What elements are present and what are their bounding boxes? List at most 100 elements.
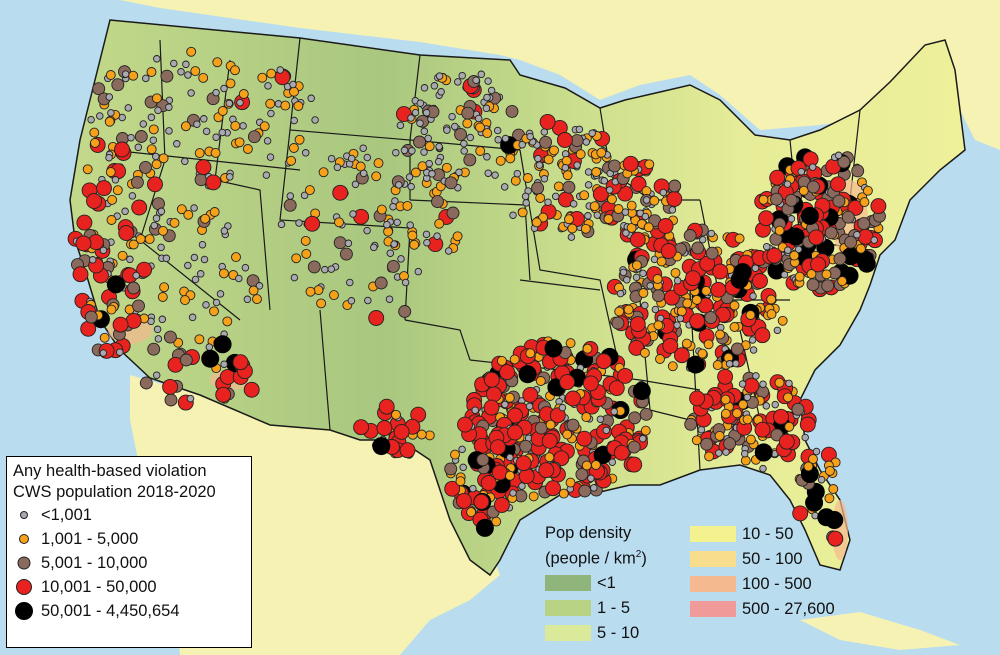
small-gray-dot bbox=[423, 238, 431, 247]
small-gray-dot bbox=[408, 147, 416, 155]
small-gray-dot bbox=[590, 484, 598, 492]
small-gray-dot bbox=[491, 171, 499, 179]
small-gray-dot bbox=[263, 137, 272, 145]
orange-dot bbox=[230, 65, 240, 76]
small-gray-dot-icon bbox=[20, 511, 28, 519]
orange-dot bbox=[371, 171, 382, 182]
brown-dot bbox=[132, 299, 145, 313]
orange-dot bbox=[640, 425, 651, 436]
brown-dot bbox=[683, 229, 697, 242]
red-dot bbox=[332, 184, 349, 201]
small-gray-dot bbox=[411, 108, 420, 117]
orange-dot bbox=[107, 194, 118, 205]
small-gray-dot bbox=[105, 93, 114, 101]
red-dot bbox=[657, 218, 674, 234]
orange-dot bbox=[783, 392, 793, 403]
small-gray-dot bbox=[351, 180, 360, 189]
small-gray-dot bbox=[575, 125, 584, 134]
small-gray-dot bbox=[676, 314, 685, 323]
orange-dot bbox=[383, 226, 394, 237]
black-dot bbox=[686, 355, 705, 374]
small-gray-dot bbox=[458, 71, 466, 80]
orange-dot bbox=[745, 310, 756, 320]
orange-dot bbox=[774, 377, 785, 388]
black-dot bbox=[518, 365, 537, 384]
red-dot bbox=[136, 261, 153, 278]
small-gray-dot bbox=[642, 196, 651, 204]
orange-dot bbox=[434, 218, 445, 229]
red-dot bbox=[847, 199, 864, 216]
brown-dot bbox=[444, 462, 458, 476]
small-gray-dot bbox=[188, 313, 197, 322]
small-gray-dot bbox=[715, 449, 723, 457]
orange-dot bbox=[545, 419, 556, 430]
small-gray-dot bbox=[437, 88, 445, 96]
brown-dot bbox=[806, 180, 820, 194]
orange-dot bbox=[186, 46, 197, 57]
brown-dot bbox=[444, 176, 458, 190]
small-gray-dot bbox=[797, 167, 806, 176]
orange-dot bbox=[691, 435, 702, 446]
small-gray-dot bbox=[88, 256, 97, 264]
small-gray-dot bbox=[420, 127, 429, 136]
small-gray-dot bbox=[785, 379, 793, 388]
orange-dot bbox=[580, 223, 591, 234]
small-gray-dot bbox=[327, 265, 336, 273]
orange-dot bbox=[720, 408, 731, 419]
small-gray-dot bbox=[200, 115, 208, 123]
orange-dot bbox=[234, 137, 245, 148]
small-gray-dot bbox=[255, 282, 264, 290]
orange-dot bbox=[505, 153, 516, 164]
brown-dot bbox=[730, 342, 744, 356]
small-gray-dot bbox=[535, 161, 544, 169]
orange-dot bbox=[638, 288, 649, 298]
brown-dot bbox=[627, 440, 641, 454]
red-dot bbox=[76, 214, 93, 231]
small-gray-dot bbox=[588, 129, 596, 137]
small-gray-dot bbox=[448, 112, 456, 121]
orange-dot bbox=[82, 164, 93, 175]
small-gray-dot bbox=[385, 295, 394, 303]
small-gray-dot bbox=[177, 68, 185, 76]
cuba bbox=[800, 612, 960, 650]
orange-dot bbox=[528, 491, 539, 502]
small-gray-dot bbox=[220, 360, 228, 368]
red-dot bbox=[455, 492, 472, 509]
small-gray-dot bbox=[751, 264, 760, 272]
small-gray-dot bbox=[460, 147, 468, 155]
small-gray-dot bbox=[534, 154, 542, 163]
orange-dot bbox=[784, 421, 795, 432]
orange-dot bbox=[734, 233, 745, 244]
red-dot bbox=[629, 316, 646, 333]
small-gray-dot bbox=[773, 326, 782, 335]
density-label: 1 - 5 bbox=[597, 599, 631, 617]
brown-dot bbox=[705, 246, 719, 260]
density-subtitle: (people / km2) bbox=[545, 544, 647, 570]
brown-dot bbox=[476, 453, 490, 467]
red-dot bbox=[870, 198, 887, 215]
density-label: <1 bbox=[597, 574, 616, 592]
orange-dot bbox=[316, 298, 327, 309]
small-gray-dot bbox=[732, 359, 740, 368]
legend-label: <1,001 bbox=[41, 506, 92, 524]
orange-dot bbox=[859, 197, 870, 208]
small-gray-dot bbox=[525, 402, 534, 411]
small-gray-dot bbox=[455, 168, 463, 177]
small-gray-dot bbox=[522, 199, 530, 207]
red-dot bbox=[808, 229, 825, 246]
small-gray-dot bbox=[600, 177, 609, 185]
orange-dot bbox=[291, 253, 302, 264]
orange-dot bbox=[766, 294, 777, 305]
brown-dot bbox=[611, 316, 625, 330]
small-gray-dot bbox=[771, 400, 779, 409]
orange-dot bbox=[855, 243, 866, 254]
orange-dot bbox=[230, 120, 241, 131]
orange-dot bbox=[720, 394, 731, 405]
red-dot bbox=[507, 407, 523, 424]
red-dot bbox=[660, 243, 677, 259]
small-gray-dot bbox=[639, 434, 647, 443]
red-dot bbox=[205, 174, 222, 191]
small-gray-dot bbox=[482, 104, 491, 113]
orange-dot bbox=[106, 304, 117, 315]
small-gray-dot bbox=[853, 230, 861, 239]
